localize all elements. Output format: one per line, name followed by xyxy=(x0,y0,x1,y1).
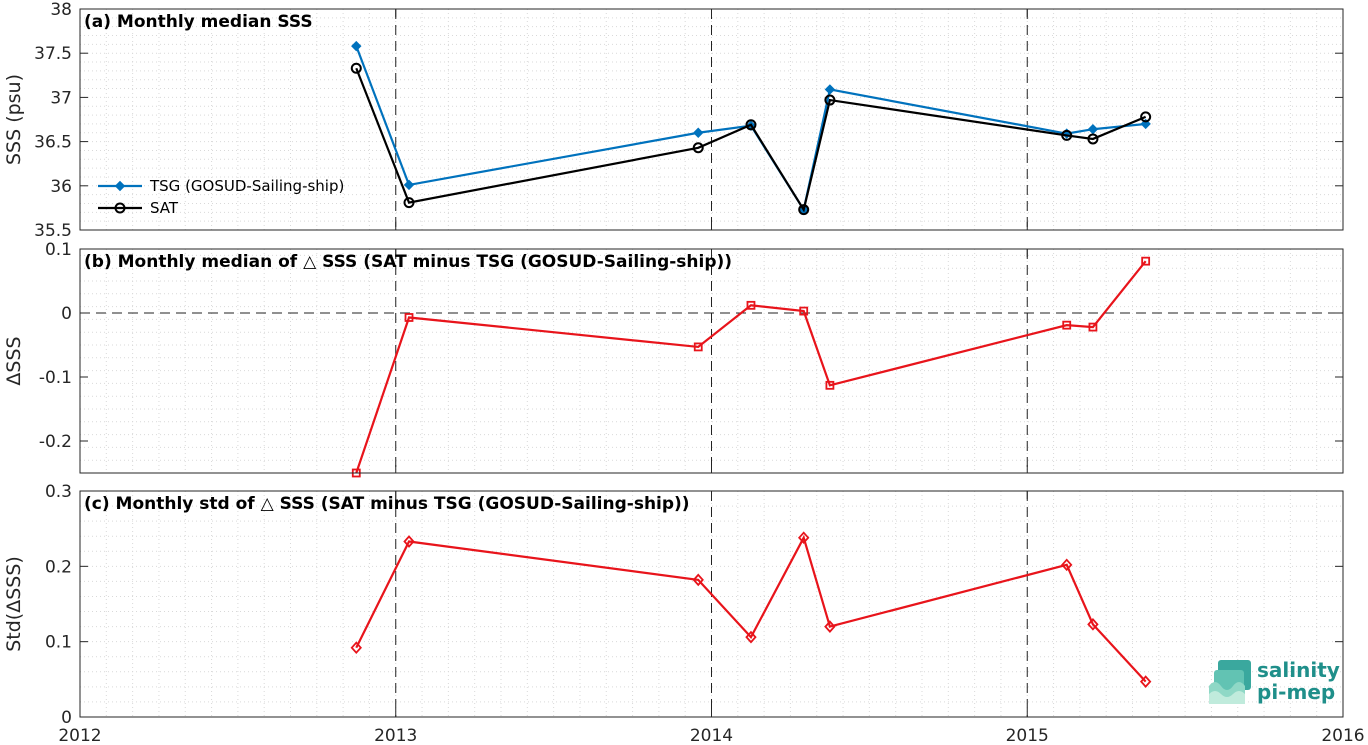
panel-a-sss: 35.5 36 36.5 37 37.5 38 SSS (psu) (a) Monthly m… xyxy=(3,0,1344,241)
data-point xyxy=(1062,320,1072,330)
panel-title: (b) Monthly median of △ SSS (SAT minus T… xyxy=(84,252,732,272)
data-point xyxy=(403,179,415,191)
logo-text-line2: pi-mep xyxy=(1257,680,1335,704)
y-tick-label: 0 xyxy=(61,708,72,728)
legend-marker xyxy=(114,180,126,192)
y-tick-label: 0.1 xyxy=(45,240,72,260)
data-point xyxy=(746,300,756,310)
series-line xyxy=(355,534,1147,683)
x-axis: 2012 2013 2014 2015 2016 xyxy=(58,726,1364,745)
logo-text-line1: salinity xyxy=(1257,658,1340,682)
y-tick-label: 37 xyxy=(50,88,72,108)
y-tick-label: 0.2 xyxy=(45,557,72,577)
panel-title: (c) Monthly std of △ SSS (SAT minus TSG … xyxy=(84,494,690,514)
y-tick-label: -0.2 xyxy=(39,432,72,452)
y-axis-label: SSS (psu) xyxy=(3,74,25,165)
data-point xyxy=(824,620,836,633)
data-point xyxy=(798,204,810,216)
data-point xyxy=(745,119,757,131)
data-point xyxy=(692,142,704,154)
data-point xyxy=(1087,133,1099,145)
data-point xyxy=(403,197,415,209)
x-tick-label: 2013 xyxy=(374,726,417,745)
data-point xyxy=(745,630,757,644)
legend-marker xyxy=(114,202,126,214)
y-tick-label: 0 xyxy=(61,304,72,324)
y-tick-label: 36.5 xyxy=(34,133,72,153)
data-point xyxy=(1061,558,1073,572)
x-tick-label: 2015 xyxy=(1006,726,1049,745)
y-axis-label: Std(ΔSSS) xyxy=(3,556,25,652)
data-point xyxy=(351,40,362,52)
logo-wave-icon xyxy=(1209,660,1251,704)
data-point xyxy=(1088,322,1098,332)
data-point xyxy=(350,62,362,74)
data-point xyxy=(824,94,836,106)
grid xyxy=(79,249,1343,474)
series-delta xyxy=(351,256,1151,478)
y-tick-label: 0.1 xyxy=(45,633,72,653)
y-tick-label: -0.1 xyxy=(39,368,72,388)
legend: TSG (GOSUD-Sailing-ship) SAT xyxy=(98,177,344,217)
series-line xyxy=(355,67,1147,213)
data-point xyxy=(403,535,415,548)
series-line xyxy=(355,260,1147,474)
legend-label: SAT xyxy=(150,199,179,217)
y-tick-label: 37.5 xyxy=(34,44,72,64)
panel-title: (a) Monthly median SSS xyxy=(84,12,313,32)
data-point xyxy=(797,531,810,545)
y-axis-label: ΔSSS xyxy=(3,336,25,385)
series-sat xyxy=(350,62,1152,216)
x-tick-label: 2014 xyxy=(690,726,733,745)
data-point xyxy=(1061,129,1073,141)
y-tick-label: 35.5 xyxy=(34,221,72,241)
data-point xyxy=(799,306,809,316)
legend-label: TSG (GOSUD-Sailing-ship) xyxy=(149,177,344,195)
data-point xyxy=(1140,111,1152,123)
y-tick-label: 0.3 xyxy=(45,482,72,502)
panel-b-delta-sss: -0.2 -0.1 0 0.1 ΔSSS (b) Monthly median of △ … xyxy=(3,240,1344,478)
panel-c-std-delta-sss: 0 0.1 0.2 0.3 Std(ΔSSS) (c) Monthly std of △ … xyxy=(3,482,1344,728)
data-point xyxy=(824,84,836,95)
x-tick-label: 2012 xyxy=(58,726,101,745)
data-point xyxy=(692,573,704,587)
data-point xyxy=(825,380,835,390)
data-point xyxy=(1139,675,1152,688)
series-delta xyxy=(350,531,1152,688)
data-point xyxy=(1087,617,1099,631)
data-point xyxy=(404,313,414,322)
salinity-pi-mep-logo: salinity pi-mep xyxy=(1209,658,1340,704)
data-point xyxy=(350,641,362,655)
y-tick-label: 36 xyxy=(50,177,72,197)
x-tick-label: 2016 xyxy=(1321,726,1364,745)
data-point xyxy=(693,127,704,138)
data-point xyxy=(693,342,703,352)
data-point xyxy=(1141,256,1151,266)
y-tick-label: 38 xyxy=(50,0,72,20)
